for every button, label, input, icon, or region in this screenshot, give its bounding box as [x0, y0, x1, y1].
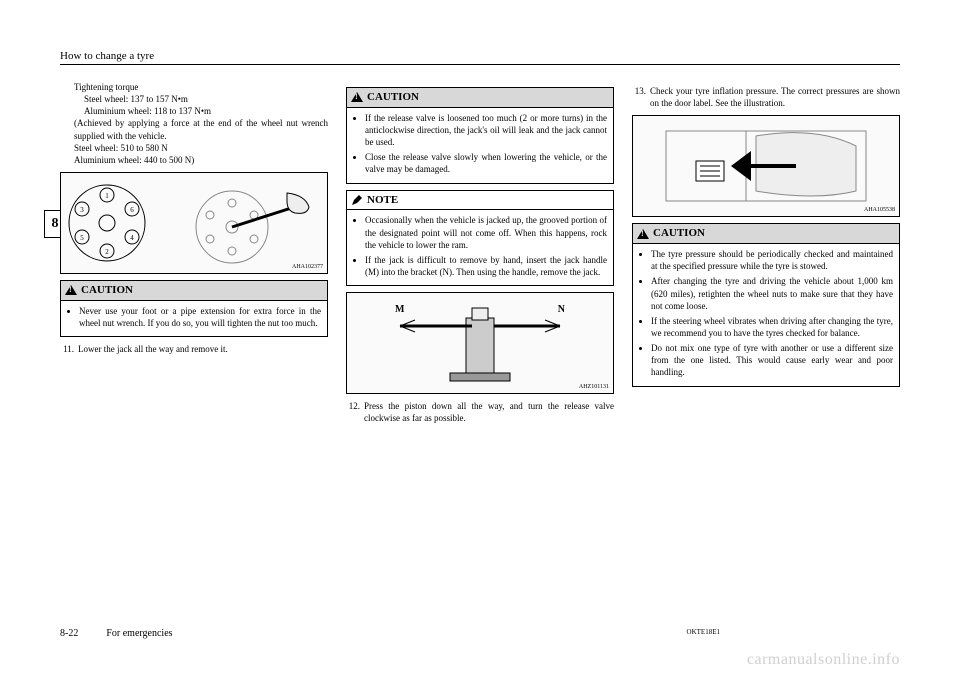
steel-torque: Steel wheel: 137 to 157 N•m — [84, 93, 328, 105]
achieved-text: (Achieved by applying a force at the end… — [74, 117, 328, 141]
caution-title: CAUTION — [61, 281, 327, 301]
alu-torque: Aluminium wheel: 118 to 137 N•m — [84, 105, 328, 117]
caution-item: Do not mix one type of tyre with another… — [651, 342, 893, 378]
svg-text:1: 1 — [105, 192, 109, 200]
torque-title: Tightening torque — [74, 81, 328, 93]
column-2: CAUTION If the release valve is loosened… — [346, 81, 614, 428]
caution-label: CAUTION — [653, 226, 705, 241]
page-header: How to change a tyre — [60, 50, 900, 65]
svg-text:4: 4 — [130, 234, 134, 242]
step-number: 11. — [60, 343, 74, 355]
torque-block: Tightening torque Steel wheel: 137 to 15… — [74, 81, 328, 166]
section-name: For emergencies — [106, 628, 172, 639]
caution-label: CAUTION — [367, 90, 419, 105]
figure-id: AHA105538 — [864, 206, 895, 214]
caution-box-2: CAUTION If the release valve is loosened… — [346, 87, 614, 184]
wheel-diagram-icon: 1 2 3 4 5 6 — [67, 179, 157, 267]
doc-code: OKTE18E1 — [687, 628, 720, 639]
caution-item: Never use your foot or a pipe extension … — [79, 305, 321, 329]
figure-wheel-nuts: 1 2 3 4 5 6 — [60, 172, 328, 274]
caution-body: Never use your foot or a pipe extension … — [61, 301, 327, 336]
figure-door-label: AHA105538 — [632, 115, 900, 217]
door-label-icon — [656, 121, 876, 211]
content-columns: Tightening torque Steel wheel: 137 to 15… — [60, 81, 900, 428]
step-text: Press the piston down all the way, and t… — [364, 400, 614, 424]
caution-item: Close the release valve slowly when lowe… — [365, 151, 607, 175]
caution-item: If the release valve is loosened too muc… — [365, 112, 607, 148]
svg-text:3: 3 — [80, 206, 84, 214]
step-11: 11. Lower the jack all the way and remov… — [60, 343, 328, 355]
figure-id: AHA102377 — [292, 263, 323, 271]
wrench-hand-icon — [187, 183, 317, 271]
note-item: Occasionally when the vehicle is jacked … — [365, 214, 607, 250]
warning-icon — [351, 92, 363, 102]
caution-box-3: CAUTION The tyre pressure should be peri… — [632, 223, 900, 386]
step-13: 13. Check your tyre inflation pressure. … — [632, 85, 900, 109]
warning-icon — [637, 229, 649, 239]
step-number: 12. — [346, 400, 360, 424]
warning-icon — [65, 285, 77, 295]
caution-body: If the release valve is loosened too muc… — [347, 108, 613, 183]
figure-jack-handle: M N AHZ101131 — [346, 292, 614, 394]
caution-item: If the steering wheel vibrates when driv… — [651, 315, 893, 339]
svg-text:5: 5 — [80, 234, 84, 242]
note-label: NOTE — [367, 193, 398, 208]
watermark: carmanualsonline.info — [747, 651, 900, 669]
step-12: 12. Press the piston down all the way, a… — [346, 400, 614, 424]
figure-id: AHZ101131 — [579, 383, 609, 391]
step-text: Lower the jack all the way and remove it… — [78, 343, 328, 355]
step-text: Check your tyre inflation pressure. The … — [650, 85, 900, 109]
note-box: NOTE Occasionally when the vehicle is ja… — [346, 190, 614, 287]
svg-text:2: 2 — [105, 248, 109, 256]
caution-item: After changing the tyre and driving the … — [651, 275, 893, 311]
caution-body: The tyre pressure should be periodically… — [633, 244, 899, 385]
pencil-icon — [351, 194, 363, 206]
alu-force: Aluminium wheel: 440 to 500 N) — [74, 154, 328, 166]
page-footer: 8-22 For emergencies OKTE18E1 — [60, 628, 900, 639]
manual-page: How to change a tyre 8 Tightening torque… — [0, 0, 960, 679]
caution-item: The tyre pressure should be periodically… — [651, 248, 893, 272]
caution-title: CAUTION — [347, 88, 613, 108]
jack-diagram-icon — [390, 298, 570, 388]
page-number: 8-22 — [60, 628, 78, 639]
caution-label: CAUTION — [81, 283, 133, 298]
column-1: Tightening torque Steel wheel: 137 to 15… — [60, 81, 328, 428]
caution-title: CAUTION — [633, 224, 899, 244]
svg-text:6: 6 — [130, 206, 134, 214]
caution-box-1: CAUTION Never use your foot or a pipe ex… — [60, 280, 328, 337]
step-number: 13. — [632, 85, 646, 109]
steel-force: Steel wheel: 510 to 580 N — [74, 142, 328, 154]
note-title: NOTE — [347, 191, 613, 211]
column-3: 13. Check your tyre inflation pressure. … — [632, 81, 900, 428]
note-body: Occasionally when the vehicle is jacked … — [347, 210, 613, 285]
note-item: If the jack is difficult to remove by ha… — [365, 254, 607, 278]
